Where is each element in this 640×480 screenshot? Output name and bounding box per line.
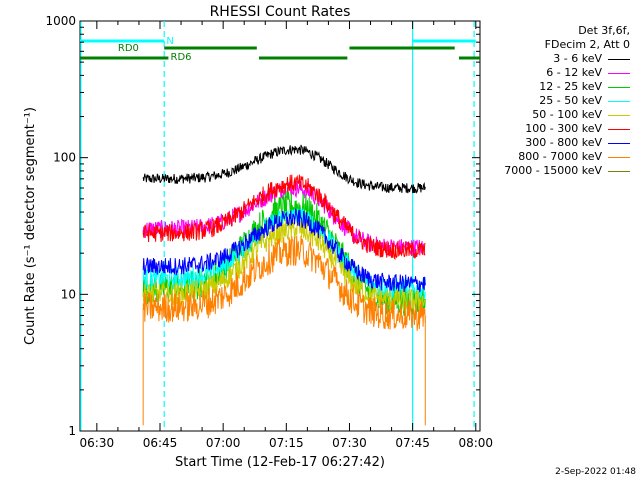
legend-entry: 3 - 6 keV [450, 52, 630, 66]
y-tick-label: 10 [61, 287, 76, 301]
legend-entry: 300 - 800 keV [450, 136, 630, 150]
series-line [142, 235, 426, 331]
x-tick-label: 07:15 [269, 436, 304, 450]
legend-swatch [608, 58, 630, 60]
y-axis-label: Count Rate (s⁻¹ detector segment⁻¹) [23, 107, 38, 345]
x-tick-label: 06:45 [143, 436, 178, 450]
y-tick-label: 100 [53, 151, 76, 165]
x-tick-label: 08:00 [458, 436, 493, 450]
legend-label: 7000 - 15000 keV [504, 164, 602, 177]
flag-label-rd0: RD0 [118, 43, 139, 54]
legend-label: 12 - 25 keV [539, 80, 602, 93]
timestamp: 2-Sep-2022 01:48 [555, 467, 636, 477]
x-tick-label: 07:45 [395, 436, 430, 450]
legend-swatch [608, 72, 630, 74]
flag-label-n: N [166, 36, 173, 47]
y-axis: 1 10 100 1000 [45, 14, 480, 438]
series-line [142, 144, 426, 194]
legend-swatch [608, 114, 630, 116]
legend-entry: 50 - 100 keV [450, 108, 630, 122]
legend-entry: 6 - 12 keV [450, 66, 630, 80]
legend-header-line-1: Det 3f,6f, [578, 24, 630, 37]
legend-label: 300 - 800 keV [525, 136, 602, 149]
legend: Det 3f,6f, FDecim 2, Att 0 3 - 6 keV 6 - … [450, 24, 630, 178]
series-line [142, 174, 426, 261]
legend-swatch [608, 86, 630, 88]
legend-entry: 800 - 7000 keV [450, 150, 630, 164]
series-line [142, 208, 426, 293]
legend-entry: 12 - 25 keV [450, 80, 630, 94]
x-tick-label: 07:30 [332, 436, 367, 450]
legend-label: 50 - 100 keV [532, 108, 602, 121]
chart-title: RHESSI Count Rates [210, 4, 351, 20]
legend-entry: 100 - 300 keV [450, 122, 630, 136]
flag-label-rd6: RD6 [171, 52, 192, 63]
vertical-marker-lines [80, 21, 475, 431]
legend-swatch [608, 170, 630, 172]
legend-label: 800 - 7000 keV [518, 150, 602, 163]
legend-label: 3 - 6 keV [553, 52, 602, 65]
legend-label: 25 - 50 keV [539, 94, 602, 107]
y-tick-label: 1000 [45, 14, 76, 28]
x-tick-label: 07:00 [206, 436, 241, 450]
legend-swatch [608, 156, 630, 158]
legend-swatch [608, 100, 630, 102]
legend-entry: 7000 - 15000 keV [450, 164, 630, 178]
legend-header-line-2: FDecim 2, Att 0 [544, 38, 630, 51]
series-line [142, 207, 426, 301]
legend-swatch [608, 142, 630, 144]
series-line [142, 218, 426, 312]
x-axis-label: Start Time (12-Feb-17 06:27:42) [175, 455, 385, 470]
legend-label: 100 - 300 keV [525, 122, 602, 135]
x-axis: 06:30 06:45 07:00 07:15 07:30 07:45 08:00 [80, 21, 493, 450]
y-tick-label: 1 [68, 424, 76, 438]
plot-frame [79, 20, 481, 432]
legend-label: 6 - 12 keV [546, 66, 602, 79]
x-tick-label: 06:30 [80, 436, 115, 450]
legend-swatch [608, 128, 630, 130]
attenuator-flag-bars: N RD0 RD6 [80, 36, 480, 63]
legend-entry: 25 - 50 keV [450, 94, 630, 108]
series-group [142, 144, 426, 426]
